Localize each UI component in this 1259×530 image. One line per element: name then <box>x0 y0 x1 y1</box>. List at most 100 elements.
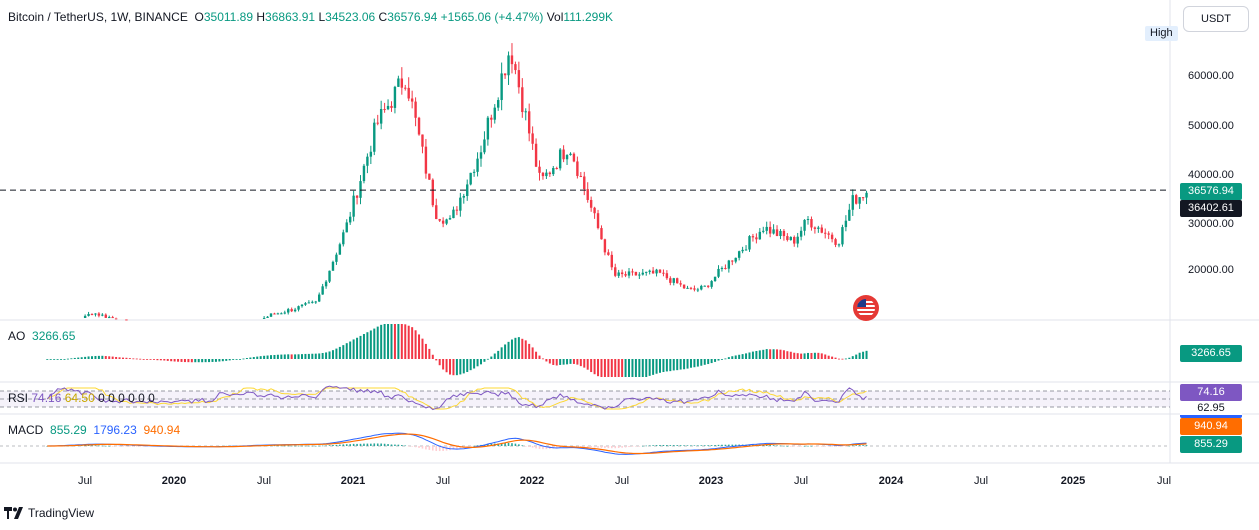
ao-bar <box>614 359 617 377</box>
ao-bar <box>146 359 149 360</box>
macd-legend[interactable]: MACD 855.29 1796.23 940.94 <box>8 423 180 437</box>
macd-hist-bar <box>779 445 782 447</box>
time-tick: Jul <box>614 475 630 487</box>
candle-body <box>765 226 768 231</box>
candle-body <box>331 261 335 271</box>
ao-bar <box>152 359 155 360</box>
ao-bar <box>431 354 434 359</box>
macd-hist-bar <box>104 445 107 447</box>
ao-bar <box>590 359 593 373</box>
macd-hist-bar <box>628 446 630 448</box>
rsi-name: RSI <box>8 391 29 405</box>
macd-hist-bar <box>476 445 479 446</box>
ao-bar <box>507 341 510 359</box>
candle-body <box>342 232 345 245</box>
ao-bar <box>810 352 813 359</box>
ao-bar <box>177 359 180 362</box>
rsi-ma-label: 62.95 <box>1180 401 1242 418</box>
ao-bar <box>569 359 572 364</box>
ao-bar <box>142 359 145 360</box>
ao-bar <box>865 350 868 359</box>
macd-hist-bar <box>394 444 396 446</box>
macd-hist-bar <box>738 444 740 446</box>
ao-bar <box>190 359 193 363</box>
candle-body <box>318 294 321 302</box>
macd-hist-bar <box>129 446 131 447</box>
ao-bar <box>535 351 538 359</box>
macd-hist-bar <box>407 446 410 447</box>
macd-hist-bar <box>456 446 458 449</box>
candle-body <box>348 216 352 223</box>
candle-body <box>786 236 789 241</box>
macd-signal-label: 940.94 <box>1180 418 1242 435</box>
rsi-legend[interactable]: RSI 74.16 64.50 0 0 0 0 0 0 <box>8 391 155 405</box>
ao-bar <box>745 353 748 359</box>
ao-bar <box>249 357 252 359</box>
macd-hist-bar <box>621 446 623 448</box>
candle-body <box>700 285 703 290</box>
macd-hist-bar <box>721 444 723 446</box>
candle-body <box>359 181 362 198</box>
macd-hist-bar <box>800 446 802 447</box>
macd-hist-bar <box>449 446 451 451</box>
macd-hist-bar <box>452 446 455 450</box>
candle-body <box>686 287 689 289</box>
macd-hist-bar <box>370 443 372 446</box>
macd-hist-bar <box>332 445 334 446</box>
us-flag-event-icon[interactable] <box>853 295 879 321</box>
candle-body <box>669 278 672 283</box>
macd-hist-bar <box>845 446 847 447</box>
ao-bar <box>387 324 390 359</box>
macd-hist-bar <box>580 446 582 447</box>
macd-hist-bar <box>366 443 369 446</box>
ao-bar <box>641 359 644 377</box>
macd-hist-bar <box>652 445 654 446</box>
currency-button[interactable]: USDT <box>1183 6 1249 32</box>
ao-bar <box>621 359 624 377</box>
candle-body <box>414 101 417 118</box>
candle-body <box>424 146 428 174</box>
ao-bar <box>655 359 658 374</box>
ao-bar <box>97 355 100 359</box>
candle-body <box>108 317 111 319</box>
macd-hist-bar <box>807 445 809 447</box>
macd-hist-bar <box>507 442 510 446</box>
macd-hist-bar <box>84 445 86 447</box>
candle-body <box>627 271 631 276</box>
candle-body <box>596 213 600 229</box>
macd-hist-bar <box>731 444 734 446</box>
candle-body <box>703 285 706 287</box>
candle-body <box>428 173 431 180</box>
macd-hist-bar <box>793 446 796 447</box>
candle-body <box>400 78 404 88</box>
macd-hist-bar <box>521 445 524 446</box>
ao-bar <box>665 359 668 372</box>
ao-bar <box>779 349 782 359</box>
macd-hist-bar <box>280 445 283 447</box>
ao-bar <box>135 358 138 360</box>
ao-bar <box>493 353 496 359</box>
tradingview-logo[interactable]: TradingView <box>4 506 94 520</box>
macd-hist-bar <box>586 446 589 448</box>
ao-bar <box>170 359 173 362</box>
candle-body <box>772 229 775 234</box>
ao-bar <box>183 359 186 363</box>
macd-hist-bar <box>94 445 97 447</box>
macd-hist-bar <box>631 446 634 447</box>
ao-bar <box>280 354 283 359</box>
ao-bar <box>689 359 692 368</box>
candle-body <box>610 254 614 268</box>
ao-bar <box>383 324 386 359</box>
candle-body <box>503 73 507 76</box>
macd-hist-bar <box>862 445 864 446</box>
macd-hist-bar <box>414 446 417 448</box>
ao-bar <box>796 353 799 359</box>
ao-bar <box>772 349 775 359</box>
ao-bar <box>204 359 207 363</box>
macd-hist-bar <box>535 446 537 449</box>
candle-body <box>290 309 293 312</box>
symbol-name[interactable]: Bitcoin / TetherUS, 1W, BINANCE <box>8 10 188 24</box>
ao-bar <box>510 339 513 359</box>
ao-legend[interactable]: AO 3266.65 <box>8 329 75 343</box>
